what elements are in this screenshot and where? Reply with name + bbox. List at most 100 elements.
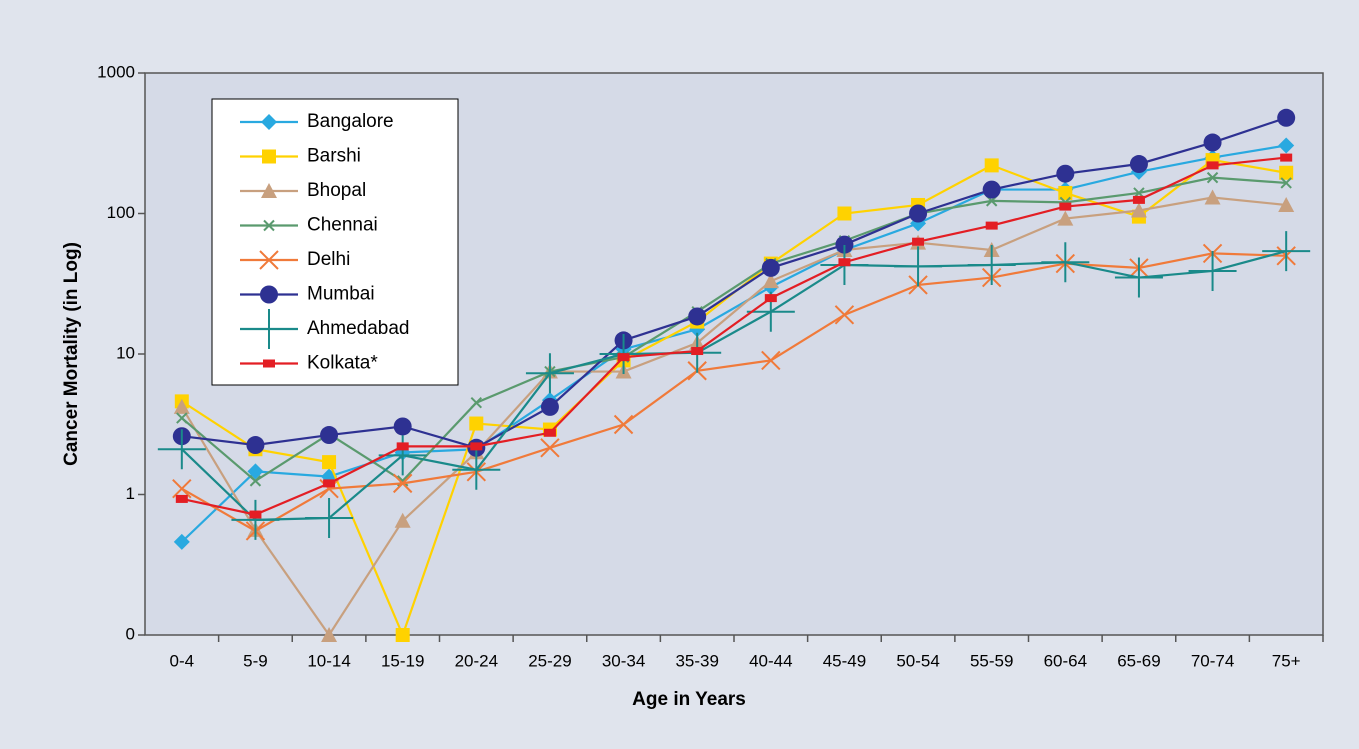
marker: [249, 510, 262, 519]
x-tick-label: 55-59: [970, 651, 1013, 670]
marker: [764, 294, 777, 303]
marker: [263, 359, 275, 368]
marker: [837, 206, 852, 221]
marker: [1203, 133, 1222, 152]
x-axis-label: Age in Years: [632, 689, 746, 710]
marker: [894, 246, 943, 287]
marker: [761, 258, 780, 277]
x-tick-label: 20-24: [455, 651, 498, 670]
marker: [617, 353, 630, 362]
x-tick-label: 15-19: [381, 651, 424, 670]
marker: [1058, 185, 1073, 200]
marker: [540, 397, 559, 416]
marker: [249, 475, 262, 487]
marker: [1041, 242, 1090, 283]
marker: [985, 221, 998, 230]
series-line: [181, 250, 1287, 521]
marker: [1277, 108, 1296, 127]
marker: [1059, 202, 1072, 211]
legend-label: Bangalore: [307, 111, 394, 132]
marker: [320, 426, 339, 445]
y-tick-label: 100: [107, 203, 135, 222]
marker: [691, 347, 704, 356]
marker: [984, 158, 999, 173]
marker: [912, 237, 925, 246]
legend-label: Barshi: [307, 146, 361, 167]
x-tick-label: 10-14: [307, 651, 350, 670]
series-line: [181, 116, 1287, 449]
marker: [1279, 165, 1294, 180]
marker: [259, 250, 279, 270]
marker: [261, 183, 277, 198]
marker: [452, 449, 501, 490]
marker: [246, 436, 265, 455]
marker: [231, 499, 280, 540]
marker: [173, 533, 190, 550]
marker: [967, 244, 1016, 285]
legend-label: Kolkata*: [307, 353, 378, 374]
marker: [762, 273, 779, 289]
legend-label: Chennai: [307, 215, 378, 236]
marker: [263, 219, 275, 232]
marker: [982, 180, 1001, 199]
marker: [1057, 210, 1074, 226]
marker: [1280, 153, 1293, 162]
x-tick-label: 75+: [1272, 651, 1301, 670]
marker: [525, 353, 574, 394]
marker: [835, 235, 854, 254]
marker: [1262, 231, 1311, 272]
y-tick-label: 1000: [97, 62, 135, 81]
marker: [1206, 171, 1219, 184]
marker: [838, 258, 851, 267]
marker: [470, 442, 483, 451]
marker: [321, 627, 338, 642]
marker: [1056, 164, 1075, 183]
marker: [1278, 137, 1295, 154]
marker: [392, 473, 413, 494]
x-tick-label: 30-34: [602, 651, 645, 670]
marker: [323, 479, 336, 488]
marker: [247, 463, 264, 480]
marker: [175, 494, 188, 503]
x-tick-label: 50-54: [896, 651, 939, 670]
x-tick-label: 65-69: [1117, 651, 1160, 670]
marker: [688, 307, 707, 326]
marker: [322, 455, 337, 470]
marker: [261, 114, 277, 130]
y-axis-label: Cancer Mortality (in Log): [61, 242, 82, 466]
marker: [396, 442, 409, 451]
marker: [260, 285, 278, 304]
x-tick-label: 45-49: [823, 651, 866, 670]
series-line: [181, 156, 1287, 516]
marker: [1132, 195, 1145, 204]
series-line: [180, 196, 1287, 637]
marker: [470, 397, 483, 409]
x-tick-label: 25-29: [528, 651, 571, 670]
legend-label: Delhi: [307, 249, 350, 270]
marker: [262, 149, 276, 164]
marker: [1278, 196, 1295, 212]
legend-label: Bhopal: [307, 180, 366, 201]
y-tick-label: 0: [126, 624, 135, 643]
marker: [540, 438, 560, 458]
legend-label: Mumbai: [307, 284, 375, 305]
marker: [172, 478, 192, 499]
marker: [1130, 202, 1147, 218]
x-tick-label: 70-74: [1191, 651, 1234, 670]
series-line: [181, 176, 1287, 483]
marker: [393, 417, 412, 436]
x-tick-label: 40-44: [749, 651, 792, 670]
legend-box: [211, 98, 459, 386]
marker: [1114, 257, 1163, 298]
marker: [1204, 189, 1221, 205]
legend-label: Ahmedabad: [307, 318, 409, 339]
marker: [909, 204, 928, 223]
marker: [305, 498, 354, 539]
marker: [1206, 161, 1219, 170]
marker: [761, 350, 781, 371]
x-tick-label: 60-64: [1044, 651, 1087, 670]
x-tick-label: 0-4: [170, 651, 195, 670]
marker: [1280, 177, 1292, 189]
marker: [543, 428, 556, 437]
x-tick-label: 5-9: [243, 651, 268, 670]
